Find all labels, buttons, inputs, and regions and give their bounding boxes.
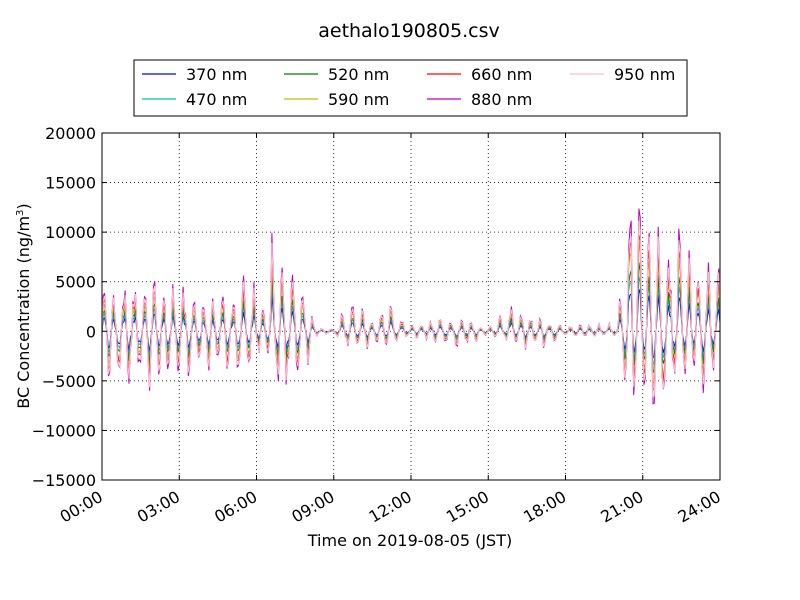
legend-item: 370 nm (142, 65, 247, 84)
y-tick-label: 10000 (45, 223, 96, 242)
y-tick-label: 0 (86, 322, 96, 341)
y-axis-label: BC Concentration (ng/m3) (14, 203, 33, 408)
legend-label: 660 nm (471, 65, 532, 84)
series-line-950-nm (102, 220, 720, 398)
y-tick-label: 20000 (45, 124, 96, 143)
y-axis-label-main: BC Concentration (ng/m (14, 216, 33, 409)
legend-label: 880 nm (471, 90, 532, 109)
legend: 370 nm 470 nm 520 nm 590 nm 660 nm 880 nm 950 … (133, 59, 688, 117)
series-layer (102, 208, 720, 405)
y-tick-label: −5000 (42, 372, 96, 391)
legend-item: 660 nm (427, 65, 532, 84)
y-tick-label: 5000 (55, 273, 96, 292)
legend-item: 880 nm (427, 90, 532, 109)
y-tick-label: −10000 (32, 421, 96, 440)
legend-label: 470 nm (186, 90, 247, 109)
y-axis-label-end: ) (14, 203, 33, 209)
legend-frame (133, 59, 688, 117)
x-axis-label: Time on 2019-08-05 (JST) (307, 531, 512, 550)
legend-item: 470 nm (142, 90, 247, 109)
y-axis-label-superscript: 3 (15, 210, 26, 216)
legend-item: 950 nm (570, 65, 675, 84)
y-axis: 20000 15000 10000 5000 0 −5000 −10000 −15000 (32, 124, 720, 490)
legend-label: 590 nm (328, 90, 389, 109)
y-tick-label: 15000 (45, 174, 96, 193)
plot-background (102, 133, 720, 480)
legend-item: 520 nm (284, 65, 389, 84)
y-tick-label: −15000 (32, 471, 96, 490)
grid-lines (102, 133, 720, 480)
legend-label: 950 nm (614, 65, 675, 84)
legend-label: 370 nm (186, 65, 247, 84)
chart-title: aethalo190805.csv (318, 20, 500, 42)
legend-item: 590 nm (284, 90, 389, 109)
legend-label: 520 nm (328, 65, 389, 84)
